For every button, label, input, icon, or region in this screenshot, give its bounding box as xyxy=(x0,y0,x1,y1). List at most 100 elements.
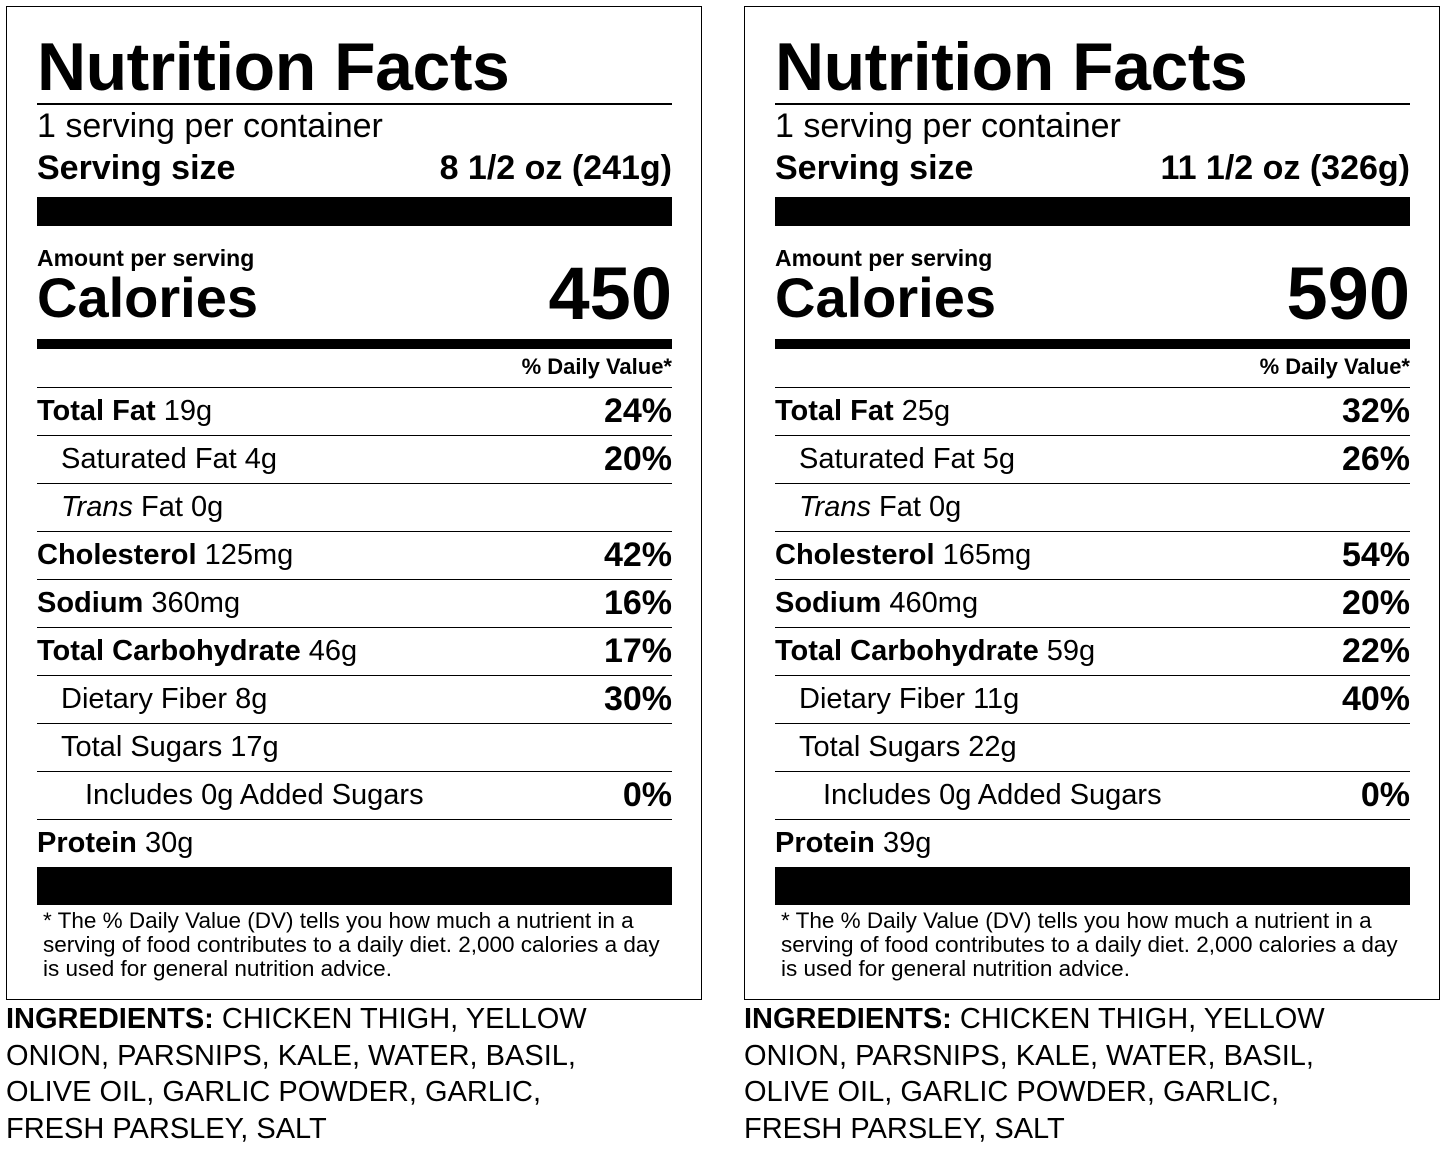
nutrient-name: Protein xyxy=(775,827,875,859)
calories-row: Calories 450 xyxy=(37,257,672,331)
nutrient-amount: 360mg xyxy=(151,587,241,619)
nutrient-amount: 30g xyxy=(144,827,194,859)
nutrition-facts-label: Nutrition Facts 1 serving per container … xyxy=(744,6,1440,1000)
nutrient-name: Total Sugars xyxy=(799,731,961,763)
nutrient-amount: 0g xyxy=(191,491,224,523)
nutrient-row-trans-fat: Trans Fat 0g xyxy=(37,483,672,531)
label-title: Nutrition Facts xyxy=(775,29,1248,105)
nutrient-dv: 40% xyxy=(1341,680,1410,718)
nutrient-name: Saturated Fat xyxy=(799,443,975,475)
nutrient-name: Saturated Fat xyxy=(61,443,237,475)
nutrient-dv: 54% xyxy=(1341,536,1410,574)
nutrient-dv: 20% xyxy=(1341,584,1410,622)
servings-per-container: 1 serving per container xyxy=(37,107,383,145)
nutrient-dv: 0% xyxy=(622,776,672,814)
serving-size-value: 11 1/2 oz (326g) xyxy=(1160,149,1410,187)
serving-size-row: Serving size 8 1/2 oz (241g) xyxy=(37,147,672,193)
ingredients-text: CHICKEN THIGH, YELLOW ONION, PARSNIPS, K… xyxy=(6,1003,587,1145)
serving-size-label: Serving size xyxy=(37,149,236,187)
calories-value: 450 xyxy=(548,252,672,335)
nutrient-name: Total Carbohydrate xyxy=(775,635,1039,667)
nutrient-dv: 24% xyxy=(603,392,672,430)
nutrient-dv: 16% xyxy=(603,584,672,622)
nutrient-name: Sodium xyxy=(775,587,882,619)
ingredients-block: INGREDIENTS: CHICKEN THIGH, YELLOW ONION… xyxy=(6,1001,646,1147)
nutrient-name: Sodium xyxy=(37,587,144,619)
nutrient-amount: 460mg xyxy=(889,587,979,619)
nutrient-name: Trans xyxy=(61,491,133,523)
nutrient-amount: 25g xyxy=(901,395,951,427)
label-title: Nutrition Facts xyxy=(37,29,510,105)
nutrient-name: Cholesterol xyxy=(775,539,935,571)
amount-per-serving: Amount per serving xyxy=(37,245,255,271)
nutrient-name: Cholesterol xyxy=(37,539,197,571)
nutrient-row-dietary-fiber: Dietary Fiber 8g 30% xyxy=(37,675,672,723)
nutrient-dv: 42% xyxy=(603,536,672,574)
nutrient-dv: 0% xyxy=(1360,776,1410,814)
nutrient-row-added-sugars: Includes 0g Added Sugars 0% xyxy=(775,771,1410,819)
nutrient-amount: 39g xyxy=(882,827,932,859)
calories-value: 590 xyxy=(1286,252,1410,335)
divider xyxy=(775,103,1410,105)
nutrient-row-protein: Protein 30g xyxy=(37,819,672,867)
daily-value-header: % Daily Value* xyxy=(1259,354,1410,379)
nutrient-amount: 165mg xyxy=(942,539,1032,571)
nutrient-row-cholesterol: Cholesterol 165mg 54% xyxy=(775,531,1410,579)
nutrient-row-total-carbohydrate: Total Carbohydrate 46g 17% xyxy=(37,627,672,675)
nutrient-dv: 22% xyxy=(1341,632,1410,670)
nutrient-amount: 19g xyxy=(163,395,213,427)
nutrient-row-total-fat: Total Fat 19g 24% xyxy=(37,387,672,435)
nutrient-row-total-fat: Total Fat 25g 32% xyxy=(775,387,1410,435)
nutrient-name-rest: Fat xyxy=(870,491,921,523)
daily-value-header: % Daily Value* xyxy=(521,354,672,379)
medium-divider xyxy=(775,339,1410,349)
nutrient-amount: 46g xyxy=(308,635,358,667)
ingredients-label: INGREDIENTS: xyxy=(744,1003,952,1035)
calories-row: Calories 590 xyxy=(775,257,1410,331)
serving-size-row: Serving size 11 1/2 oz (326g) xyxy=(775,147,1410,193)
nutrient-name: Total Fat xyxy=(37,395,156,427)
calories-label: Calories xyxy=(37,266,258,329)
nutrient-amount: 0g xyxy=(929,491,962,523)
nutrient-amount: 4g xyxy=(244,443,278,475)
nutrient-name: Dietary Fiber xyxy=(799,683,965,715)
nutrition-facts-label: Nutrition Facts 1 serving per container … xyxy=(6,6,702,1000)
nutrient-amount: 8g xyxy=(235,683,268,715)
nutrient-amount: 11g xyxy=(973,683,1020,715)
thick-divider xyxy=(775,197,1410,226)
nutrient-name: Total Sugars xyxy=(61,731,223,763)
bottom-divider xyxy=(37,867,672,905)
nutrient-amount: 22g xyxy=(968,731,1017,763)
thick-divider xyxy=(37,197,672,226)
serving-size-value: 8 1/2 oz (241g) xyxy=(439,149,672,187)
nutrition-panel-right: Nutrition Facts 1 serving per container … xyxy=(744,6,1445,1147)
nutrient-name: Total Fat xyxy=(775,395,894,427)
nutrient-row-total-sugars: Total Sugars 17g xyxy=(37,723,672,771)
nutrient-row-trans-fat: Trans Fat 0g xyxy=(775,483,1410,531)
daily-value-footnote: * The % Daily Value (DV) tells you how m… xyxy=(781,908,1398,981)
bottom-divider xyxy=(775,867,1410,905)
nutrient-row-cholesterol: Cholesterol 125mg 42% xyxy=(37,531,672,579)
nutrient-row-dietary-fiber: Dietary Fiber 11g 40% xyxy=(775,675,1410,723)
nutrient-row-added-sugars: Includes 0g Added Sugars 0% xyxy=(37,771,672,819)
nutrient-amount: 17g xyxy=(230,731,279,763)
nutrient-row-total-sugars: Total Sugars 22g xyxy=(775,723,1410,771)
nutrient-row-saturated-fat: Saturated Fat 4g 20% xyxy=(37,435,672,483)
nutrient-row-protein: Protein 39g xyxy=(775,819,1410,867)
serving-size-label: Serving size xyxy=(775,149,974,187)
nutrient-row-saturated-fat: Saturated Fat 5g 26% xyxy=(775,435,1410,483)
nutrient-row-sodium: Sodium 460mg 20% xyxy=(775,579,1410,627)
nutrient-dv: 26% xyxy=(1341,440,1410,478)
nutrient-dv: 17% xyxy=(603,632,672,670)
medium-divider xyxy=(37,339,672,349)
nutrient-name: Protein xyxy=(37,827,137,859)
daily-value-footnote: * The % Daily Value (DV) tells you how m… xyxy=(43,908,660,981)
nutrition-panel-left: Nutrition Facts 1 serving per container … xyxy=(6,6,736,1147)
ingredients-text: CHICKEN THIGH, YELLOW ONION, PARSNIPS, K… xyxy=(744,1003,1325,1145)
nutrient-name: Total Carbohydrate xyxy=(37,635,301,667)
nutrient-name-rest: Fat xyxy=(132,491,183,523)
calories-label: Calories xyxy=(775,266,996,329)
nutrient-row-sodium: Sodium 360mg 16% xyxy=(37,579,672,627)
nutrient-row-total-carbohydrate: Total Carbohydrate 59g 22% xyxy=(775,627,1410,675)
nutrient-name: Dietary Fiber xyxy=(61,683,227,715)
